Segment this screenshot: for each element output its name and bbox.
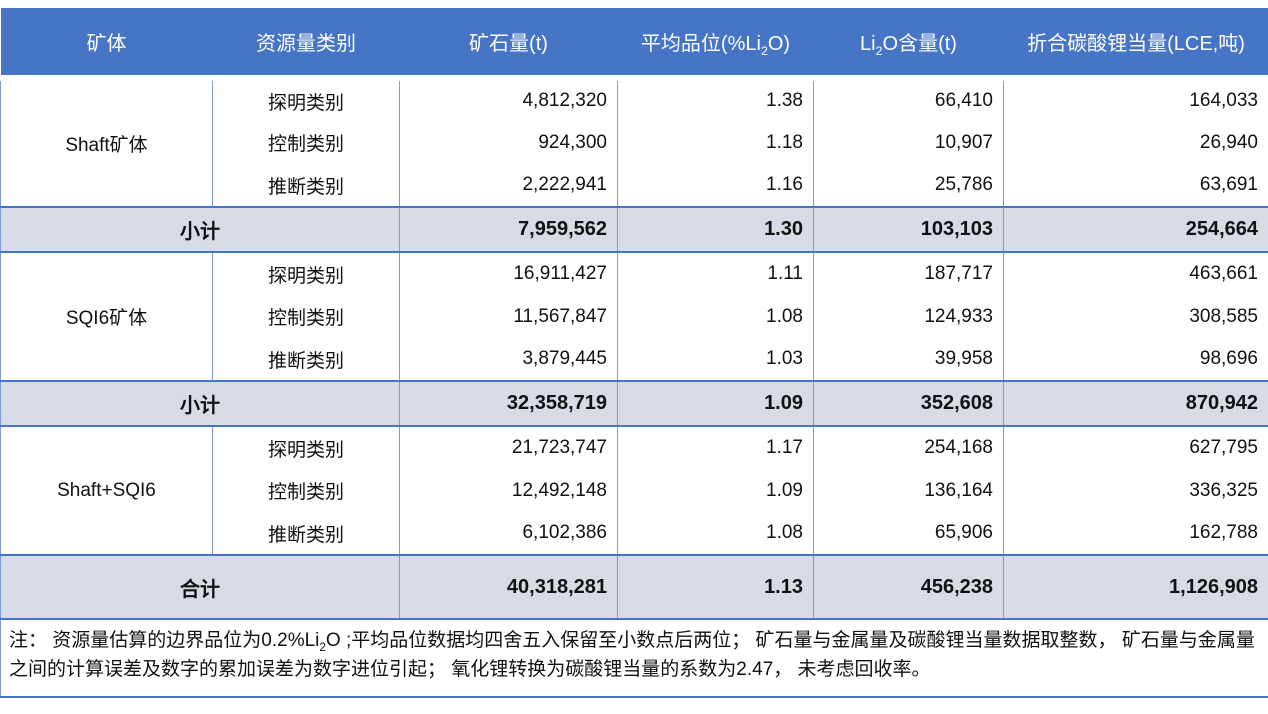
cell-orebody-combined: Shaft+SQI6 [0,426,213,555]
footnote-text: 注： 资源量估算的边界品位为0.2%Li [9,630,320,651]
cell-lce: 164,033 [1003,77,1268,121]
li2o-text: Li [860,33,876,55]
cell-grade: 1.09 [617,469,814,512]
cell-li2o: 39,958 [813,338,1004,381]
table-row: Shaft+SQI6 探明类别 21,723,747 1.17 254,168 … [0,426,1268,555]
cell-lce: 308,585 [1003,295,1268,338]
subtotal-row-shaft: 小计 7,959,562 1.30 103,103 254,664 [0,206,1268,253]
grand-total-grade: 1.13 [617,554,814,620]
footnote: 注： 资源量估算的边界品位为0.2%Li2O ;平均品位数据均四舍五入保留至小数… [0,619,1268,698]
li2o-text-end: O含量(t) [882,33,957,55]
cell-lce: 26,940 [1003,121,1268,164]
cell-li2o: 136,164 [813,469,1004,512]
avg-grade-text: 平均品位(%Li [640,33,761,55]
subtotal-lce: 870,942 [1003,380,1268,427]
cell-grade: 1.08 [617,512,814,555]
cell-grade: 1.38 [617,77,814,121]
cell-ore-tonnage: 924,300 [399,121,618,164]
cell-orebody-sqi6: SQI6矿体 [0,252,213,381]
cell-lce: 63,691 [1003,164,1268,207]
table-row: 推断类别 3,879,445 1.03 39,958 98,696 [1,338,1268,381]
cell-category: 探明类别 [212,252,400,295]
cell-lce: 463,661 [1003,252,1268,295]
cell-lce: 336,325 [1003,469,1268,512]
subtotal-li2o: 103,103 [813,206,1004,253]
cell-grade: 1.08 [617,295,814,338]
grand-total-li2o: 456,238 [813,554,1004,620]
cell-lce: 162,788 [1003,512,1268,555]
cell-ore-tonnage: 16,911,427 [399,252,618,295]
subtotal-lce: 254,664 [1003,206,1268,253]
footnote-subscript: 2 [319,640,326,654]
cell-li2o: 25,786 [813,164,1004,207]
cell-lce: 98,696 [1003,338,1268,381]
subtotal-li2o: 352,608 [813,380,1004,427]
avg-grade-text-end: O) [767,33,791,55]
cell-category: 推断类别 [212,338,400,381]
cell-grade: 1.17 [617,426,814,469]
table-row: SQI6矿体 探明类别 16,911,427 1.11 187,717 463,… [0,252,1268,381]
col-header-orebody: 矿体 [0,8,213,81]
table-row: 控制类别 924,300 1.18 10,907 26,940 [1,121,1268,164]
grand-total-row: 合计 40,318,281 1.13 456,238 1,126,908 [0,554,1268,620]
cell-category: 推断类别 [212,164,400,207]
cell-grade: 1.16 [617,164,814,207]
grand-total-lce: 1,126,908 [1003,554,1268,620]
cell-li2o: 66,410 [813,77,1004,121]
cell-li2o: 65,906 [813,512,1004,555]
cell-ore-tonnage: 21,723,747 [399,426,618,469]
subtotal-label: 小计 [0,380,400,427]
cell-li2o: 254,168 [813,426,1004,469]
table-row: 推断类别 6,102,386 1.08 65,906 162,788 [1,512,1268,555]
table-row: 控制类别 11,567,847 1.08 124,933 308,585 [1,295,1268,338]
col-header-lce: 折合碳酸锂当量(LCE,吨) [1003,8,1268,81]
avg-grade-subscript: 2 [760,44,768,58]
cell-category: 控制类别 [212,295,400,338]
cell-ore-tonnage: 12,492,148 [399,469,618,512]
subtotal-label: 小计 [0,206,400,253]
cell-grade: 1.03 [617,338,814,381]
cell-category: 探明类别 [212,77,400,121]
cell-ore-tonnage: 3,879,445 [399,338,618,381]
header-row: 矿体 资源量类别 矿石量(t) 平均品位(%Li2O) Li2O含量(t) 折合… [0,8,1268,81]
subtotal-row-sqi6: 小计 32,358,719 1.09 352,608 870,942 [0,380,1268,427]
cell-category: 推断类别 [212,512,400,555]
footnote-text-end: O ;平均品位数据均四舍五入保留至小数点后两位； 矿石量与金属量及碳酸锂当量数据… [9,630,1255,680]
cell-orebody-shaft: Shaft矿体 [0,77,213,207]
cell-grade: 1.11 [617,252,814,295]
col-header-avg-grade: 平均品位(%Li2O) [617,8,814,81]
col-header-li2o-content: Li2O含量(t) [813,8,1004,81]
cell-category: 控制类别 [212,469,400,512]
subtotal-ore-tonnage: 32,358,719 [399,380,618,427]
cell-category: 探明类别 [212,426,400,469]
subtotal-grade: 1.09 [617,380,814,427]
footnote-row: 注： 资源量估算的边界品位为0.2%Li2O ;平均品位数据均四舍五入保留至小数… [0,619,1268,698]
cell-grade: 1.18 [617,121,814,164]
cell-ore-tonnage: 2,222,941 [399,164,618,207]
cell-lce: 627,795 [1003,426,1268,469]
table-header: 矿体 资源量类别 矿石量(t) 平均品位(%Li2O) Li2O含量(t) 折合… [0,8,1268,81]
cell-li2o: 124,933 [813,295,1004,338]
col-header-ore-tonnage: 矿石量(t) [399,8,618,81]
col-header-category: 资源量类别 [212,8,400,81]
mineral-resource-table: 矿体 资源量类别 矿石量(t) 平均品位(%Li2O) Li2O含量(t) 折合… [0,8,1268,698]
table-body: Shaft矿体 探明类别 4,812,320 1.38 66,410 164,0… [0,77,1268,698]
grand-total-label: 合计 [0,554,400,620]
cell-ore-tonnage: 4,812,320 [399,77,618,121]
cell-ore-tonnage: 6,102,386 [399,512,618,555]
cell-category: 控制类别 [212,121,400,164]
subtotal-grade: 1.30 [617,206,814,253]
grand-total-ore-tonnage: 40,318,281 [399,554,618,620]
cell-ore-tonnage: 11,567,847 [399,295,618,338]
table-row: 推断类别 2,222,941 1.16 25,786 63,691 [1,164,1268,207]
cell-li2o: 187,717 [813,252,1004,295]
subtotal-ore-tonnage: 7,959,562 [399,206,618,253]
table-row: 控制类别 12,492,148 1.09 136,164 336,325 [1,469,1268,512]
table-row: Shaft矿体 探明类别 4,812,320 1.38 66,410 164,0… [0,77,1268,207]
li2o-subscript: 2 [875,44,883,58]
cell-li2o: 10,907 [813,121,1004,164]
